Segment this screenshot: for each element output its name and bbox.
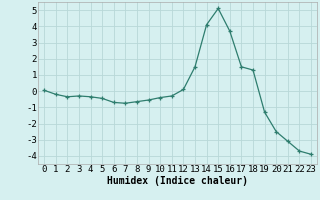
- X-axis label: Humidex (Indice chaleur): Humidex (Indice chaleur): [107, 176, 248, 186]
